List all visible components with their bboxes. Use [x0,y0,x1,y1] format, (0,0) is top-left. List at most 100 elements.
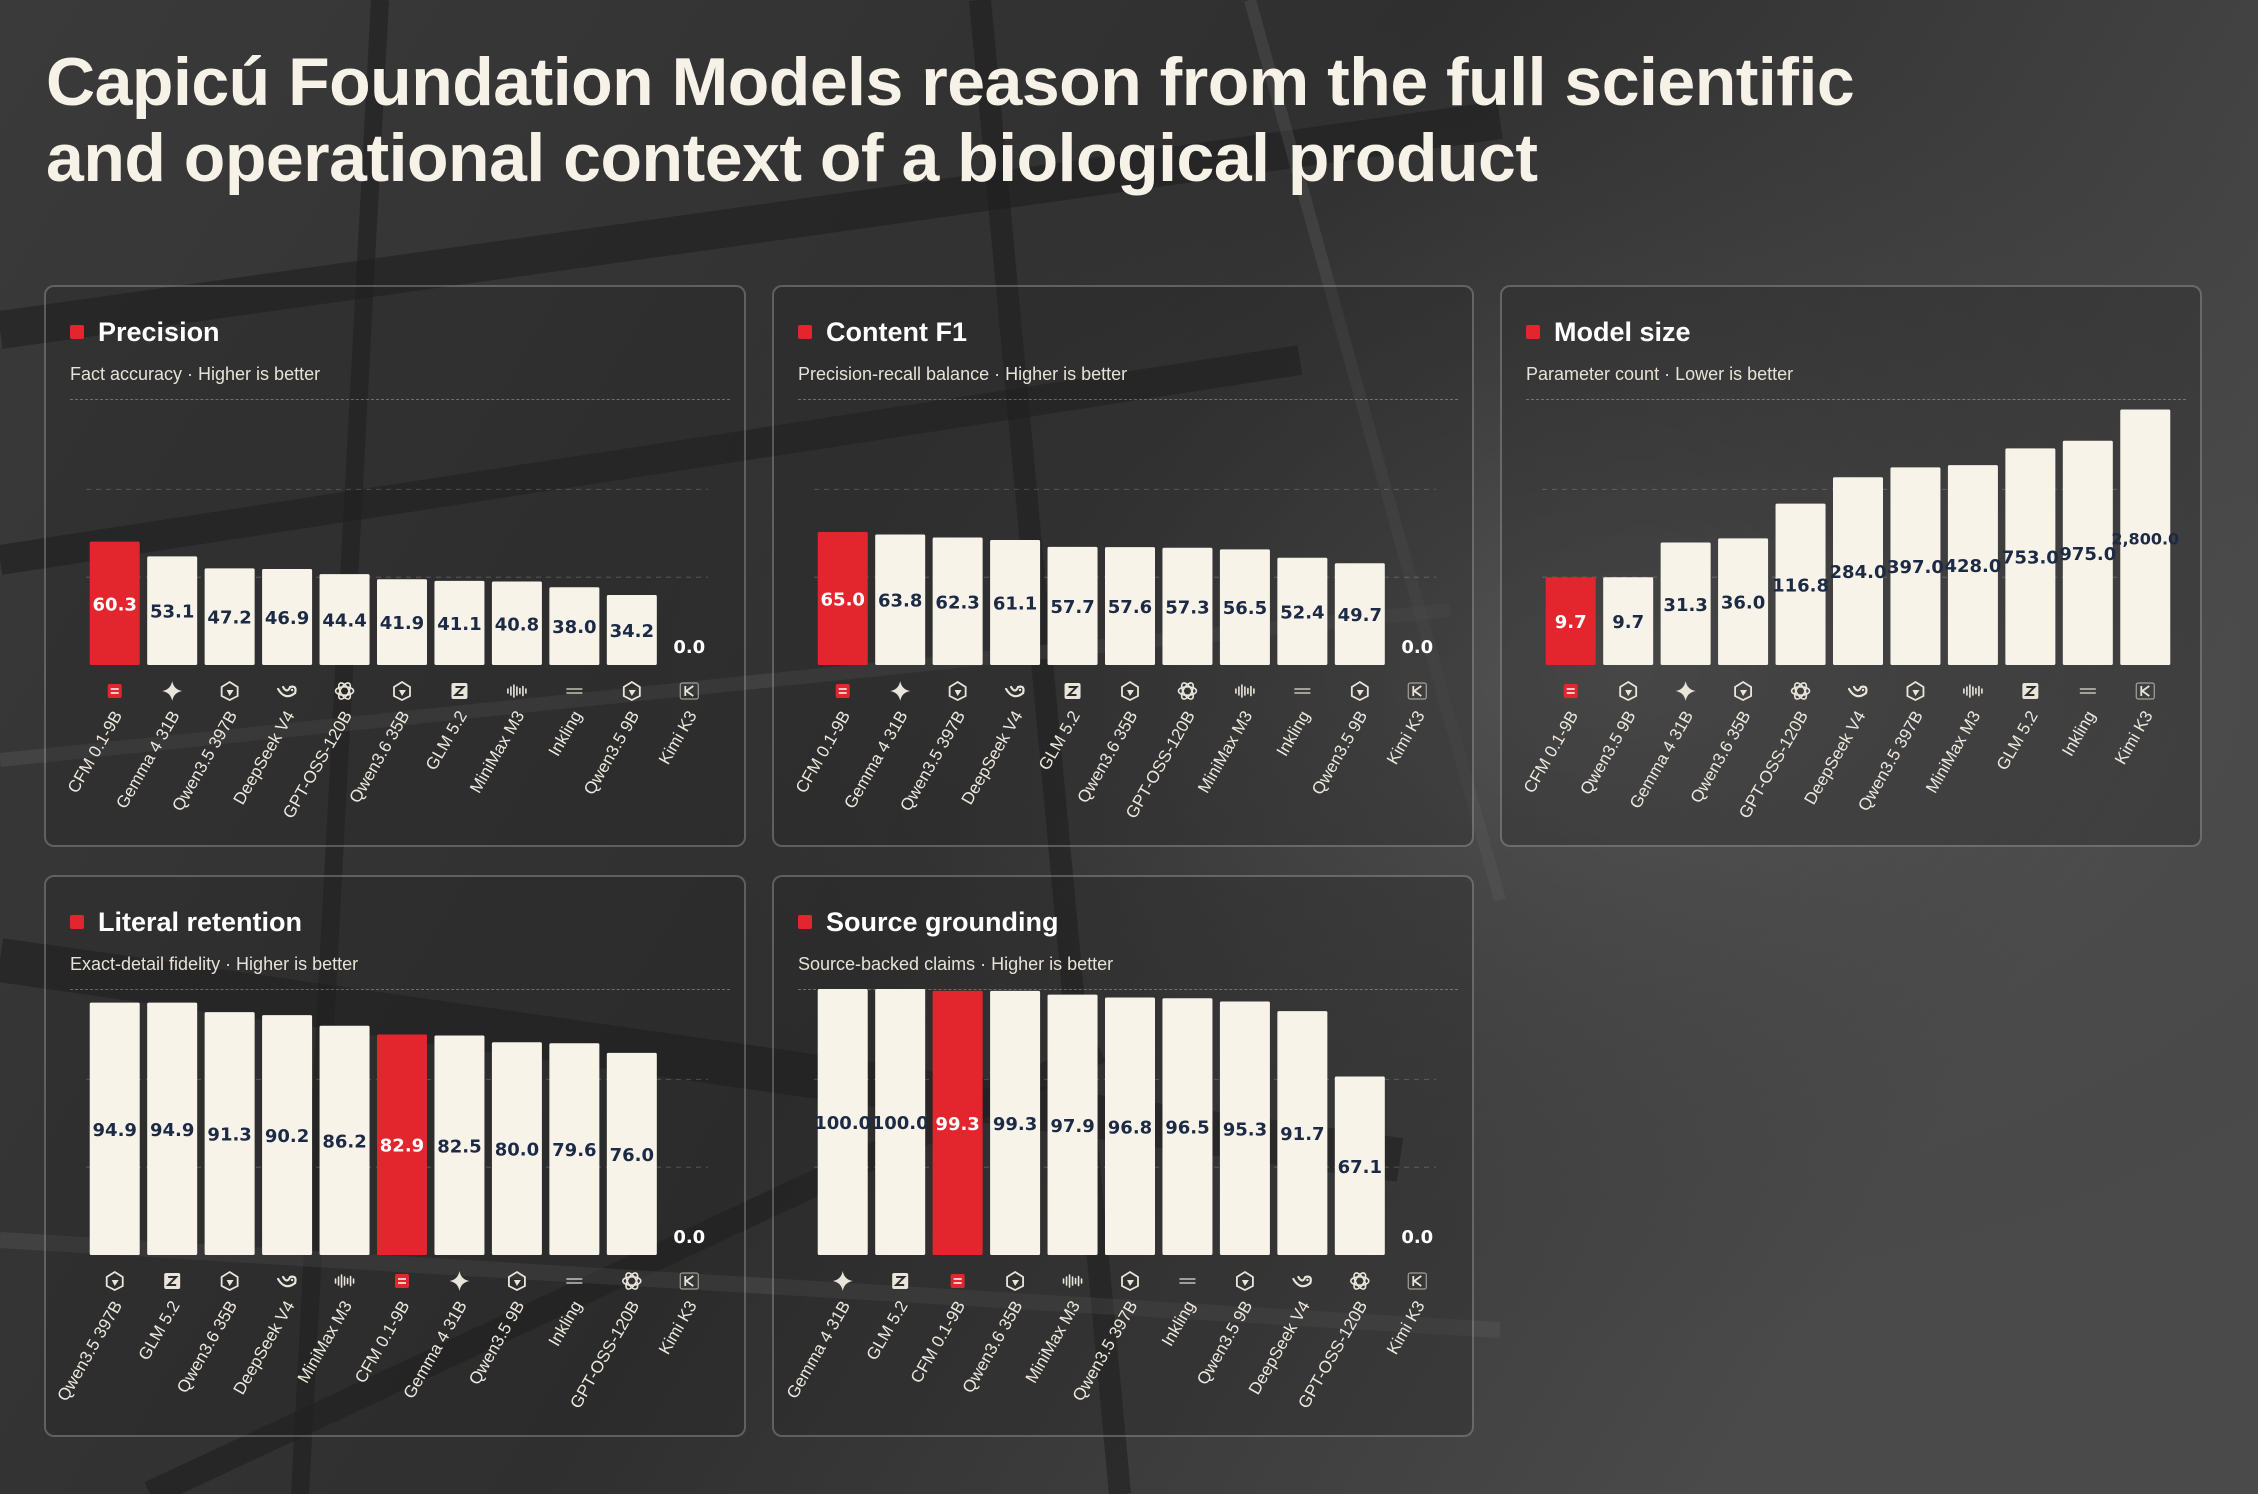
category-label: MiniMax M3 [1194,708,1256,797]
panel-model-size: Model size Parameter count · Lower is be… [1500,285,2202,847]
bar-minimax-m3 [1047,994,1098,1255]
value-label: 57.3 [1165,597,1209,618]
value-label: 57.6 [1108,597,1152,618]
value-label: 0.0 [673,637,705,658]
category-label: Qwen3.5 397B [54,1298,127,1405]
bar-cfm-0-1-9b [377,1034,427,1255]
bar-minimax-m3 [319,1025,370,1255]
value-label: 36.0 [1721,593,1765,614]
category-label: Qwen3.6 35B [346,708,414,807]
qwen-icon [1619,680,1638,702]
panel-subtitle: Exact-detail fidelity · Higher is better [70,954,359,974]
sparkle-icon [162,681,183,701]
bar-group-inkling: 52.4 Inkling [1273,557,1328,760]
value-label: 116.8 [1772,575,1829,596]
capicu-logo-icon [107,684,122,698]
category-label: CFM 0.1-9B [1520,708,1582,797]
bar-glm-5-2 [2005,448,2056,665]
bar-deepseek-v4 [990,539,1041,665]
bar-qwen3-5-9b [1219,1001,1270,1255]
value-label: 0.0 [1401,637,1433,658]
bar-cfm-0-1-9b [817,532,868,665]
bar-qwen3-6-35b [1718,538,1769,665]
category-label: Kimi K3 [655,1298,701,1358]
bar-group-cfm-0-1-9b: 9.7 CFM 0.1-9B [1520,577,1596,796]
panel-precision: Precision Fact accuracy · Higher is bett… [44,285,746,847]
capicu-logo-icon [835,684,850,698]
bar-gemma-4-31b [434,1035,485,1255]
openai-knot-icon [1350,1272,1370,1290]
bar-group-kimi-k3: 0.0 Kimi K3 [1383,637,1433,768]
bar-group-cfm-0-1-9b: 65.0 CFM 0.1-9B [792,532,868,796]
sparkle-icon [832,1271,853,1291]
bar-gpt-oss-120b [1775,503,1826,665]
value-label: 91.3 [207,1125,251,1146]
bar-qwen3-5-9b [1603,577,1654,665]
panel-subtitle: Parameter count · Lower is better [1526,364,1794,384]
minimax-wave-icon [507,684,527,698]
bar-qwen3-5-397b [932,537,983,665]
panel-subtitle: Source-backed claims · Higher is better [798,954,1114,974]
bar-group-gemma-4-31b: 100.0 Gemma 4 31B [783,989,871,1402]
bar-glm-5-2 [147,1002,198,1255]
bar-group-inkling: 79.6 Inkling [545,1043,600,1350]
value-label: 90.2 [265,1126,309,1147]
bar-qwen3-6-35b [1105,547,1155,665]
value-label: 9.7 [1612,612,1644,633]
zhipu-z-icon [892,1273,909,1289]
bar-inkling [549,1043,600,1255]
bar-gpt-oss-120b [1334,1076,1385,1255]
bar-deepseek-v4 [1833,477,1883,665]
bar-minimax-m3 [1947,465,1998,665]
source-grounding-chart: 100.0 Gemma 4 31B 100.0 GLM 5.2 99.3 CFM 0.1-… [783,989,1436,1412]
value-label: 100.0 [814,1113,871,1134]
literal-retention-chart: 94.9 Qwen3.5 397B 94.9 GLM 5.2 91.3 Qwen3.6 3… [54,1002,708,1412]
bar-gemma-4-31b [817,989,868,1255]
bar-qwen3-5-397b [1890,467,1941,665]
category-label: MiniMax M3 [294,1298,356,1387]
category-label: Kimi K3 [2111,708,2157,768]
value-label: 60.3 [93,594,137,615]
category-label: DeepSeek V4 [1245,1298,1314,1398]
bar-group-glm-5-2: 57.7 GLM 5.2 [1035,546,1098,773]
category-label: Qwen3.5 9B [580,708,643,799]
capicu-logo-icon [395,1274,409,1288]
panel-title: Source grounding [826,907,1059,937]
bar-inkling [1162,998,1213,1255]
openai-knot-icon [622,1272,642,1290]
value-label: 41.9 [380,613,424,634]
bar-qwen3-5-397b [204,568,255,665]
value-label: 46.9 [265,608,309,629]
bar-group-kimi-k3: 0.0 Kimi K3 [655,637,705,768]
category-label: MiniMax M3 [466,708,528,797]
value-label: 80.0 [495,1140,539,1161]
series-marker [798,325,812,339]
value-label: 397.0 [1887,557,1944,578]
value-label: 38.0 [552,617,596,638]
bar-glm-5-2 [434,580,485,665]
panel-subtitle: Precision-recall balance · Higher is bet… [798,364,1128,384]
category-label: CFM 0.1-9B [64,708,126,797]
value-label: 96.8 [1108,1117,1152,1138]
deepseek-whale-icon [1847,685,1868,698]
qwen-icon [508,1270,526,1292]
category-label: Qwen3.6 35B [1687,708,1755,807]
header-separator [798,399,1458,400]
value-label: 67.1 [1338,1157,1382,1178]
inkling-dash-icon [566,1278,583,1284]
bar-group-inkling: 38.0 Inkling [545,587,600,760]
bar-inkling [1277,557,1328,665]
value-label: 0.0 [1401,1227,1433,1248]
bar-qwen3-5-9b [606,595,657,665]
category-label: Qwen3.5 9B [465,1298,528,1389]
value-label: 100.0 [872,1113,929,1134]
category-label: Qwen3.6 35B [1074,708,1142,807]
category-label: MiniMax M3 [1022,1298,1084,1387]
deepseek-whale-icon [276,685,297,698]
panel-title: Literal retention [98,907,303,937]
value-label: 94.9 [93,1120,137,1141]
value-label: 0.0 [673,1227,705,1248]
value-label: 76.0 [610,1145,654,1166]
zhipu-z-icon [451,683,468,699]
value-label: 52.4 [1280,602,1324,623]
